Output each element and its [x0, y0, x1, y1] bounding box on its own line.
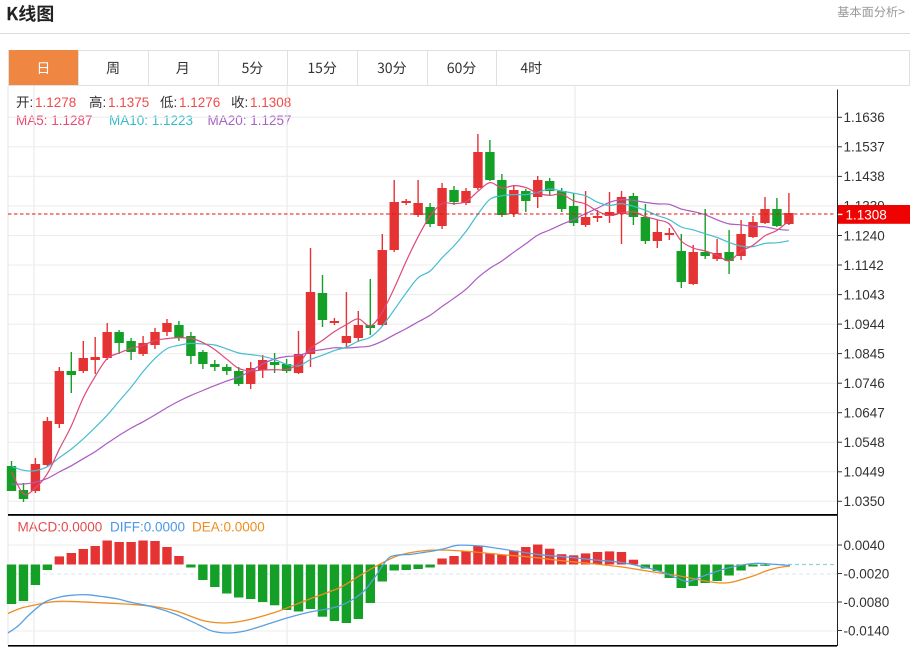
svg-text:1.1308: 1.1308: [250, 95, 291, 110]
svg-text:1.1375: 1.1375: [108, 95, 149, 110]
svg-text:1.1142: 1.1142: [844, 258, 884, 273]
svg-text:1.0845: 1.0845: [844, 346, 885, 361]
svg-text:-0.0140: -0.0140: [844, 623, 890, 638]
svg-text:1.1537: 1.1537: [844, 140, 885, 155]
svg-text:1.1308: 1.1308: [846, 207, 887, 222]
svg-text:0.0040: 0.0040: [844, 538, 885, 553]
svg-text:1.0746: 1.0746: [844, 376, 885, 391]
svg-text:1.1240: 1.1240: [844, 228, 885, 243]
svg-text:MA20: 1.1257: MA20: 1.1257: [208, 113, 292, 128]
svg-text::: :: [30, 95, 34, 110]
svg-text:1.1278: 1.1278: [35, 95, 76, 110]
svg-text:DIFF:0.0000: DIFF:0.0000: [110, 520, 185, 535]
svg-text:1.1276: 1.1276: [179, 95, 220, 110]
svg-text:1.1636: 1.1636: [844, 110, 885, 125]
svg-text:MA5: 1.1287: MA5: 1.1287: [16, 113, 93, 128]
svg-text::: :: [174, 95, 178, 110]
svg-text:1.1438: 1.1438: [844, 169, 885, 184]
svg-text:-0.0020: -0.0020: [844, 566, 890, 581]
svg-text:MA10: 1.1223: MA10: 1.1223: [109, 113, 193, 128]
svg-text::: :: [103, 95, 107, 110]
svg-text:1.0548: 1.0548: [844, 435, 885, 450]
svg-text:-0.0080: -0.0080: [844, 595, 890, 610]
svg-text:1.0647: 1.0647: [844, 406, 885, 421]
svg-text:1.1043: 1.1043: [844, 287, 885, 302]
svg-text:MACD:0.0000: MACD:0.0000: [18, 520, 103, 535]
svg-text:1.0944: 1.0944: [844, 317, 886, 332]
svg-text:1.0350: 1.0350: [844, 494, 885, 509]
svg-text:1.0449: 1.0449: [844, 465, 885, 480]
svg-text::: :: [245, 95, 249, 110]
svg-text:DEA:0.0000: DEA:0.0000: [192, 520, 265, 535]
